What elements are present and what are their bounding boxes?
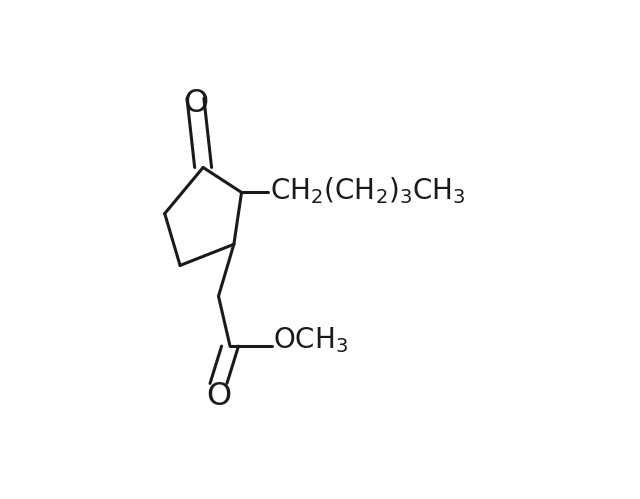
Text: CH$_2$(CH$_2$)$_3$CH$_3$: CH$_2$(CH$_2$)$_3$CH$_3$ (269, 175, 465, 206)
Text: O: O (206, 381, 231, 412)
Text: O: O (183, 88, 208, 119)
Text: OCH$_3$: OCH$_3$ (273, 325, 349, 355)
